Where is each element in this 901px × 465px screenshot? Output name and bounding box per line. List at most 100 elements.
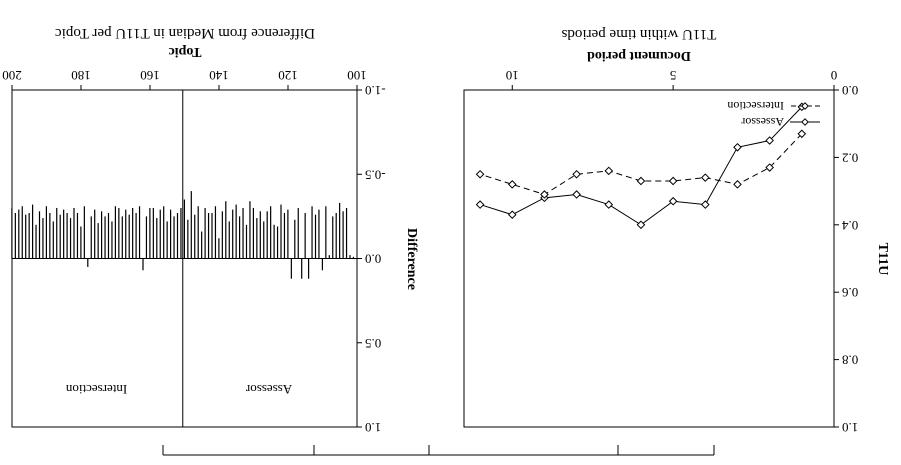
bar-topic-186 bbox=[59, 214, 61, 259]
bar-topic-193 bbox=[35, 224, 37, 259]
bar-topic-177 bbox=[90, 216, 92, 259]
bar-topic-179 bbox=[83, 206, 85, 259]
bar-topic-175 bbox=[97, 223, 99, 259]
bar-chart-y-tick-label: 0.0 bbox=[365, 252, 381, 267]
bar-topic-139 bbox=[221, 211, 223, 259]
bar-topic-152 bbox=[176, 213, 179, 259]
bar-topic-190 bbox=[45, 206, 47, 259]
bar-topic-142 bbox=[211, 213, 213, 259]
bar-topic-141 bbox=[214, 206, 217, 259]
bar-topic-134 bbox=[239, 216, 241, 259]
legend-label-intersection: Intersection bbox=[727, 99, 784, 113]
bar-topic-156 bbox=[163, 206, 165, 259]
bar-topic-109 bbox=[325, 206, 327, 259]
bar-topic-187 bbox=[56, 207, 58, 259]
bar-chart-y-axis-label: Difference bbox=[404, 228, 419, 290]
data-point-assessor bbox=[668, 196, 678, 206]
line-chart-series bbox=[475, 102, 807, 230]
bar-chart-x-tick-label: 160 bbox=[140, 68, 160, 83]
bar-topic-183 bbox=[69, 218, 72, 259]
data-point-intersection bbox=[765, 163, 774, 172]
bar-topic-133 bbox=[242, 207, 244, 259]
data-point-intersection bbox=[540, 190, 549, 199]
data-point-intersection bbox=[475, 169, 485, 179]
bar-topic-106 bbox=[335, 213, 337, 259]
bar-topic-117 bbox=[297, 207, 299, 259]
bar-topic-127 bbox=[263, 221, 265, 259]
line-chart-y-tick-label: 0.6 bbox=[842, 285, 859, 300]
data-point-assessor bbox=[475, 200, 485, 209]
bar-topic-180 bbox=[80, 226, 82, 259]
bar-topic-192 bbox=[38, 211, 41, 259]
data-point-assessor bbox=[765, 136, 774, 145]
bar-topic-113 bbox=[311, 206, 313, 259]
bar-topic-143 bbox=[207, 213, 210, 259]
bar-topic-199 bbox=[14, 213, 16, 259]
bar-topic-114 bbox=[308, 258, 310, 279]
bar-topic-197 bbox=[21, 206, 23, 259]
data-point-intersection bbox=[604, 166, 614, 176]
bar-topic-149 bbox=[187, 219, 189, 259]
bar-topic-171 bbox=[111, 221, 113, 259]
bar-chart-x-axis-label: Topic bbox=[169, 44, 202, 59]
bar-topic-167 bbox=[125, 209, 127, 259]
bar-topic-105 bbox=[339, 202, 341, 259]
bar-topic-196 bbox=[25, 214, 27, 259]
bar-topic-166 bbox=[128, 214, 130, 259]
bar-chart-x-tick-label: 180 bbox=[71, 68, 91, 83]
bar-topic-118 bbox=[294, 219, 296, 259]
data-point-intersection bbox=[797, 129, 807, 139]
line-chart-y-tick-label: 0.8 bbox=[842, 353, 858, 368]
bar-topic-161 bbox=[145, 216, 148, 259]
bar-topic-200 bbox=[11, 207, 13, 259]
data-point-intersection bbox=[733, 180, 742, 189]
bar-topic-130 bbox=[252, 207, 254, 259]
bar-topic-198 bbox=[18, 209, 20, 259]
bar-chart-panel-labels: Assessor Intersection bbox=[65, 382, 292, 397]
bar-topic-112 bbox=[314, 214, 317, 259]
data-point-assessor bbox=[572, 190, 581, 199]
bar-chart-x-tick-label: 200 bbox=[2, 68, 22, 83]
bar-topic-157 bbox=[159, 209, 161, 259]
bar-topic-181 bbox=[76, 213, 79, 259]
data-point-intersection bbox=[700, 173, 710, 182]
bar-topic-111 bbox=[318, 209, 320, 259]
bar-topic-176 bbox=[94, 209, 96, 259]
line-chart: 0 5 10 0.0 0.2 0.4 0.6 0.8 1.0 Assessor Intersect… bbox=[463, 26, 890, 435]
legend-label-assessor: Assessor bbox=[741, 115, 784, 129]
bar-topic-150 bbox=[183, 199, 185, 259]
bar-topic-132 bbox=[245, 224, 248, 259]
line-chart-x-tick-label: 5 bbox=[670, 68, 677, 83]
line-chart-x-tick-label: 0 bbox=[831, 68, 838, 83]
line-chart-x-tick-label: 10 bbox=[506, 68, 519, 83]
legend-marker-intersection bbox=[801, 102, 809, 110]
bar-topic-115 bbox=[304, 213, 306, 259]
line-chart-y-tick-label: 0.0 bbox=[842, 83, 858, 98]
line-chart-legend: Assessor Intersection bbox=[727, 99, 820, 129]
bar-topic-162 bbox=[142, 258, 144, 271]
bar-topic-144 bbox=[204, 207, 206, 259]
bar-chart-title: Difference from Median in T11U per Topic bbox=[55, 25, 315, 41]
legend-marker-assessor bbox=[801, 118, 809, 126]
bar-topic-165 bbox=[132, 207, 134, 259]
bar-topic-107 bbox=[332, 216, 334, 259]
bar-topic-108 bbox=[328, 255, 330, 259]
bar-chart-ticks: 100 120 140 160 180 200 -1.0 -0.5 0.0 0.5 1.0 bbox=[2, 68, 385, 435]
bar-topic-102 bbox=[349, 255, 351, 259]
bar-topic-104 bbox=[342, 211, 344, 259]
bar-topic-140 bbox=[218, 238, 220, 259]
bar-topic-110 bbox=[321, 258, 323, 271]
bar-topic-184 bbox=[66, 213, 68, 259]
bar-topic-131 bbox=[249, 201, 251, 259]
caption-strip bbox=[162, 445, 715, 456]
line-chart-y-axis-label: T11U bbox=[875, 243, 890, 276]
figure-rotated: 0 5 10 0.0 0.2 0.4 0.6 0.8 1.0 Assessor Intersect… bbox=[2, 25, 890, 456]
bar-topic-151 bbox=[180, 207, 182, 259]
bar-topic-170 bbox=[114, 206, 116, 259]
bar-topic-160 bbox=[149, 207, 151, 259]
line-chart-y-tick-label: 1.0 bbox=[842, 420, 858, 435]
panel-label-intersection: Intersection bbox=[65, 382, 127, 397]
line-chart-frame bbox=[463, 89, 835, 428]
bar-topic-169 bbox=[118, 207, 120, 259]
line-chart-y-tick-label: 0.4 bbox=[842, 218, 859, 233]
